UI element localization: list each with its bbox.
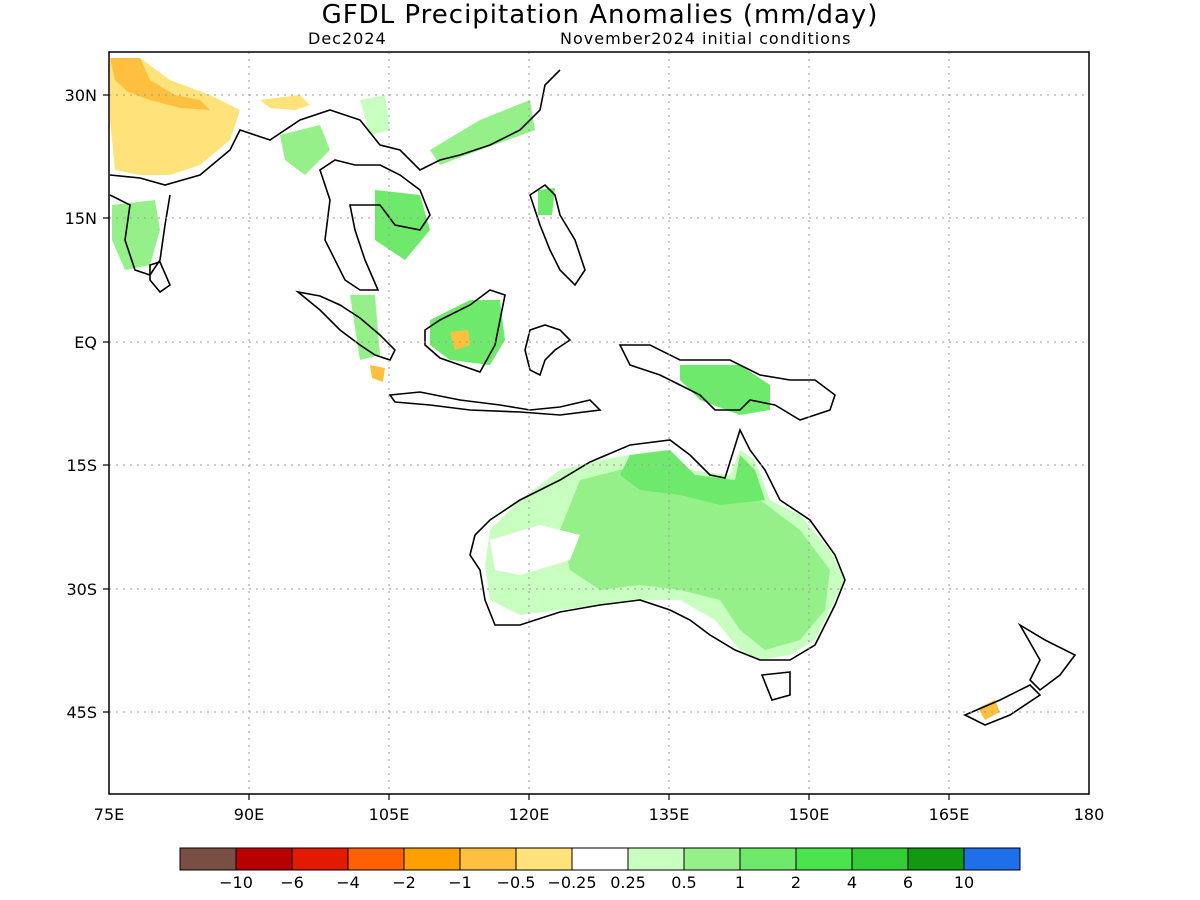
coastline-sri-lanka	[149, 261, 171, 294]
coastline-java	[388, 391, 602, 416]
colorbar-label: 4	[847, 873, 857, 892]
lat-label: 15S	[66, 456, 97, 475]
coastline-sulawesi	[524, 324, 572, 377]
colorbar-label: 6	[903, 873, 913, 892]
colorbar-swatch	[795, 847, 853, 871]
colorbar: −10 −6 −4 −2 −1 −0.5 −0.25 0.25 0.5 1 2 4 6 10	[179, 847, 1021, 892]
lat-ticks	[103, 94, 109, 713]
wet-anomaly-philippines	[538, 188, 555, 215]
colorbar-swatch	[739, 847, 797, 871]
lon-label: 75E	[94, 805, 124, 824]
lon-label: 180	[1074, 805, 1105, 824]
dry-anomaly-new-zealand	[978, 700, 1000, 720]
colorbar-label: 1	[735, 873, 745, 892]
colorbar-label: −6	[280, 873, 304, 892]
lat-label: 45S	[66, 703, 97, 722]
colorbar-label: 0.25	[610, 873, 646, 892]
coastline-sumatra	[295, 290, 396, 361]
colorbar-swatch	[963, 847, 1021, 871]
coastline-new-zealand-south	[963, 684, 1042, 726]
coastline-india	[109, 194, 171, 276]
coastline-borneo	[424, 289, 506, 373]
map-background	[109, 52, 1089, 794]
coastline-australia	[469, 427, 846, 661]
map-frame	[108, 51, 1090, 795]
lon-label: 120E	[509, 805, 550, 824]
lon-ticks	[248, 794, 950, 800]
coastline-new-guinea	[618, 344, 836, 421]
colorbar-swatch	[179, 847, 237, 871]
lat-label: 30S	[66, 580, 97, 599]
colorbar-swatch	[627, 847, 685, 871]
colorbar-label: −10	[219, 873, 253, 892]
lon-label: 90E	[234, 805, 264, 824]
wet-anomaly-australia-north	[620, 450, 765, 505]
colorbar-label: −2	[392, 873, 416, 892]
lat-label: EQ	[74, 333, 97, 352]
lat-label: 15N	[65, 209, 97, 228]
lon-label: 165E	[929, 805, 970, 824]
wet-anomaly-south-china	[430, 100, 535, 165]
lat-label: 30N	[65, 86, 97, 105]
coastline-tasmania	[760, 671, 791, 701]
lon-labels: 75E 90E 105E 120E 135E 150E 165E 180	[94, 805, 1105, 824]
forecast-month: Dec2024	[308, 29, 387, 48]
coastline-indochina	[319, 159, 431, 291]
colorbar-swatch	[515, 847, 573, 871]
colorbar-label: −4	[336, 873, 360, 892]
colorbar-label: −0.25	[547, 873, 596, 892]
colorbar-label: 2	[791, 873, 801, 892]
lon-label: 105E	[369, 805, 410, 824]
wet-anomaly-australia-mid	[560, 465, 830, 650]
coastline-asia	[109, 69, 561, 186]
map-title: GFDL Precipitation Anomalies (mm/day)	[321, 0, 879, 30]
wet-anomaly-china-west	[360, 95, 390, 135]
colorbar-swatch	[459, 847, 517, 871]
colorbar-swatch	[907, 847, 965, 871]
lon-label: 135E	[649, 805, 690, 824]
colorbar-swatch	[347, 847, 405, 871]
neutral-western-australia	[490, 525, 580, 575]
colorbar-label: −1	[448, 873, 472, 892]
wet-anomaly-burma	[280, 125, 330, 175]
anomaly-fields	[110, 58, 1000, 720]
colorbar-swatch	[571, 847, 629, 871]
lat-labels: 30N 15N EQ 15S 30S 45S	[65, 86, 97, 722]
initial-conditions: November2024 initial conditions	[560, 29, 852, 48]
gridlines	[109, 52, 1089, 794]
dry-anomaly-tibet	[260, 95, 310, 110]
dry-anomaly-borneo	[450, 330, 470, 350]
coastline-philippines	[529, 183, 586, 287]
lon-label: 150E	[789, 805, 830, 824]
colorbar-swatch	[291, 847, 349, 871]
colorbar-label: 10	[954, 873, 974, 892]
coastline-new-zealand-north	[1017, 622, 1077, 692]
dry-anomaly-java-west	[370, 365, 385, 382]
colorbar-label: 0.5	[671, 873, 696, 892]
colorbar-swatch	[683, 847, 741, 871]
colorbar-swatch	[403, 847, 461, 871]
colorbar-swatch	[851, 847, 909, 871]
dry-anomaly-himalaya	[110, 58, 210, 110]
coastlines	[109, 69, 1077, 726]
colorbar-swatch	[235, 847, 293, 871]
colorbar-label: −0.5	[497, 873, 536, 892]
